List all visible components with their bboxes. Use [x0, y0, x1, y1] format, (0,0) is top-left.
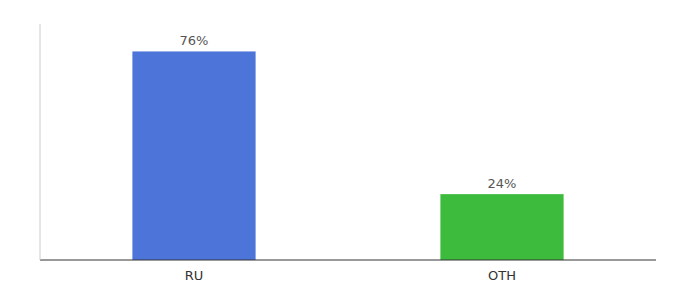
bar [132, 51, 255, 260]
x-tick-label: RU [185, 268, 204, 283]
x-axis-line [40, 260, 656, 261]
bar [440, 194, 563, 260]
data-label: 76% [180, 33, 209, 48]
x-tick-label: OTH [488, 268, 516, 283]
data-label: 24% [488, 176, 517, 191]
chart-container: 76% 24% RU OTH [0, 0, 680, 300]
chart-svg: 76% 24% RU OTH [0, 0, 680, 300]
y-axis-line [40, 24, 41, 260]
plot-area [132, 51, 563, 260]
